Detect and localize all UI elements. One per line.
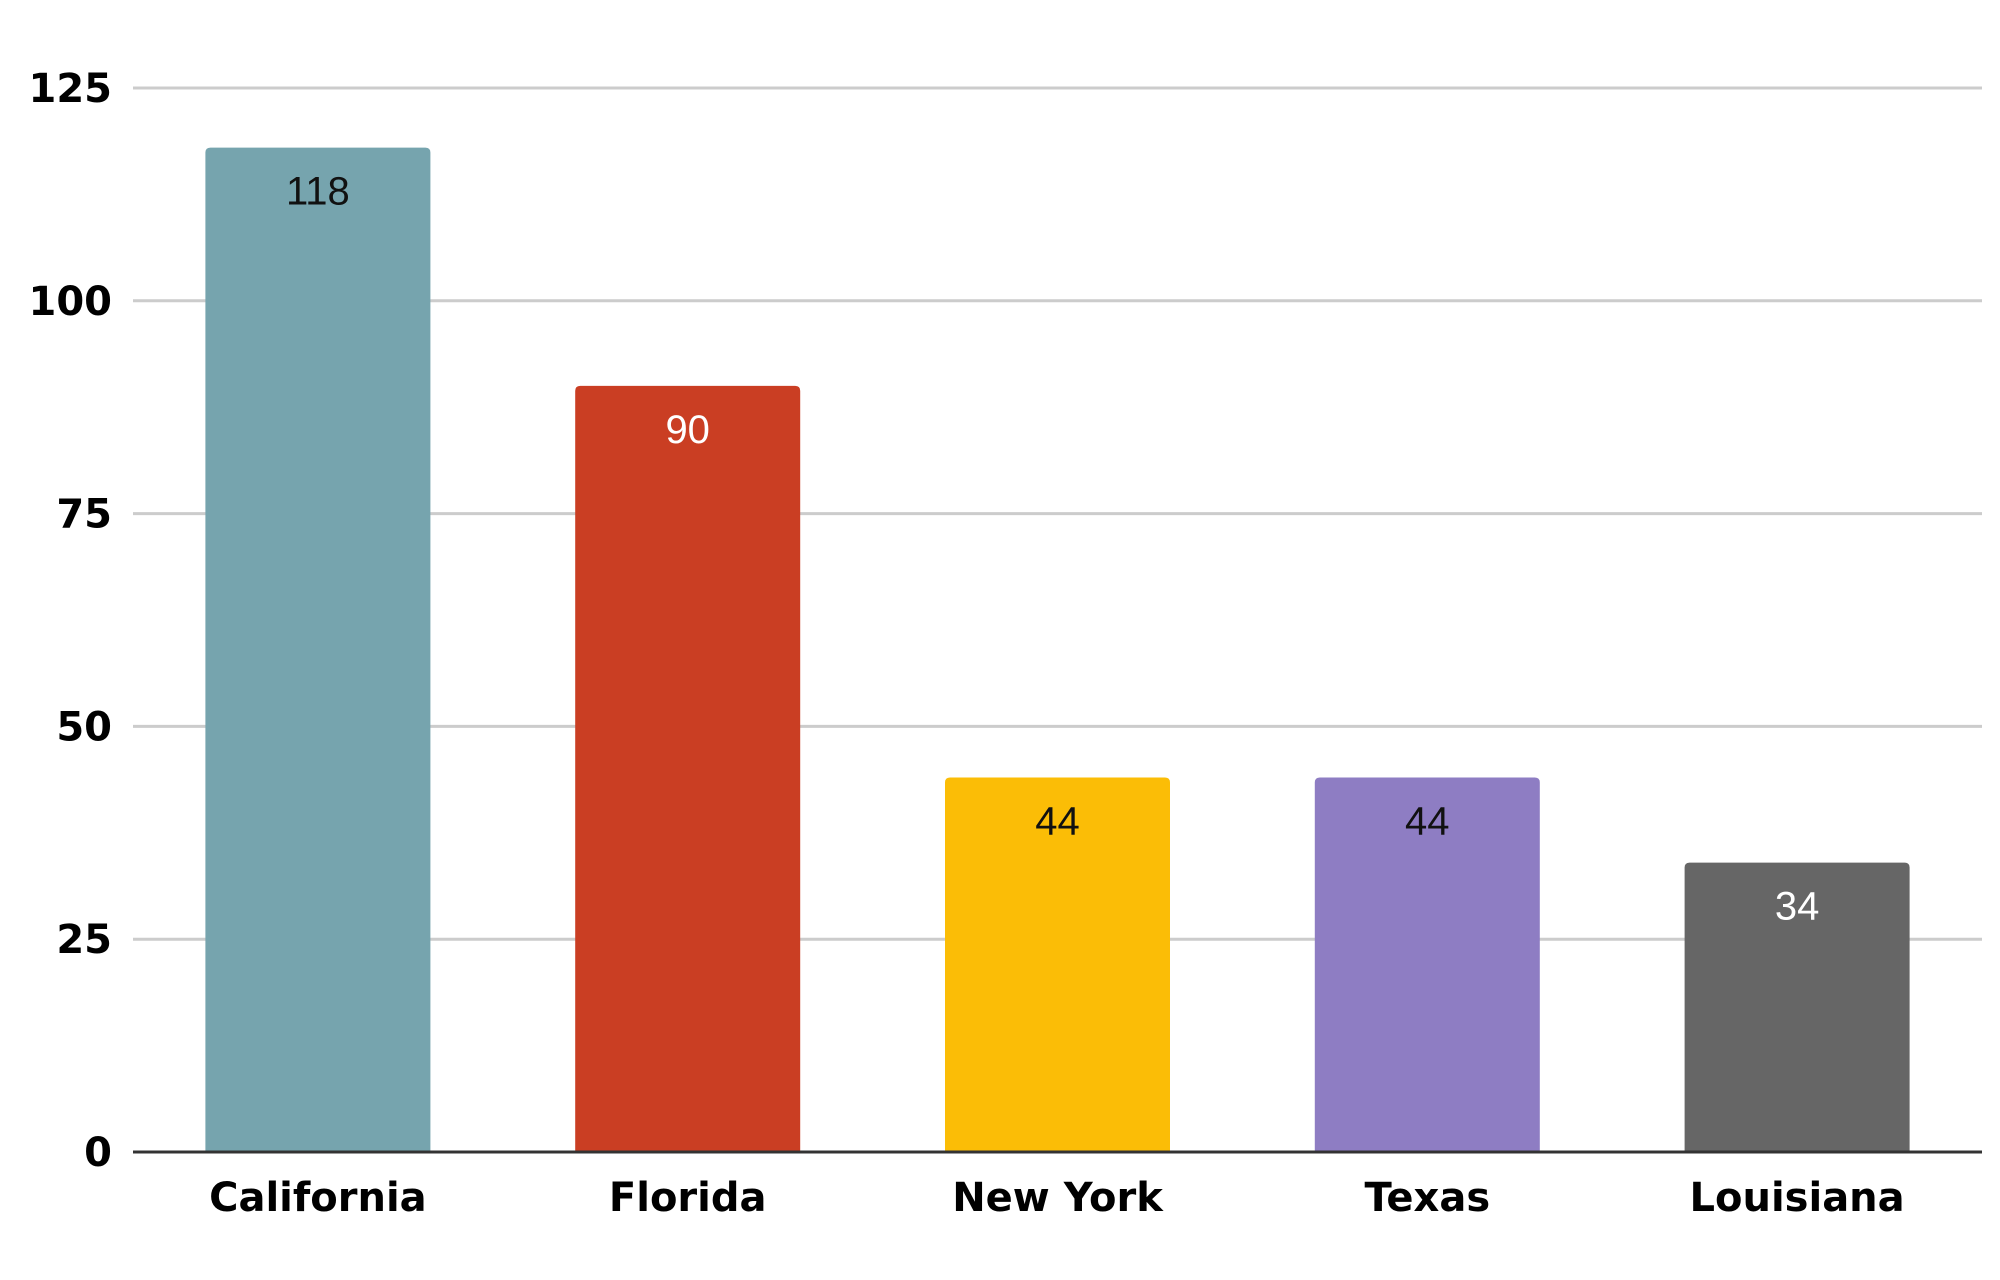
data-labels: 118 90 44 44 34: [286, 170, 1819, 929]
bar: [205, 147, 431, 1153]
x-tick-label: Florida: [609, 1175, 767, 1221]
x-tick-label: Texas: [1364, 1175, 1490, 1221]
y-tick-label: 50: [56, 704, 112, 750]
data-label: 118: [286, 170, 350, 214]
data-label: 90: [665, 408, 710, 452]
y-tick-label: 125: [29, 66, 113, 112]
y-tick-label: 100: [29, 279, 113, 325]
bars: [205, 147, 1910, 1153]
y-tick-label: 75: [56, 492, 112, 538]
bar: [1314, 777, 1540, 1152]
x-axis-ticks: California Florida New York Texas Louisiana: [209, 1175, 1905, 1221]
data-label: 44: [1035, 799, 1080, 843]
data-label: 34: [1775, 885, 1820, 929]
y-tick-label: 0: [84, 1130, 112, 1176]
x-tick-label: Louisiana: [1690, 1175, 1905, 1221]
gridlines: [133, 86, 1982, 941]
x-tick-label: California: [209, 1175, 427, 1221]
y-axis-ticks: 0 25 50 75 100 125: [29, 66, 113, 1176]
bar: [945, 777, 1170, 1152]
data-label: 44: [1405, 799, 1450, 843]
x-tick-label: New York: [952, 1175, 1164, 1221]
bar: [1684, 862, 1910, 1152]
y-tick-label: 25: [56, 917, 112, 963]
bar: [575, 385, 801, 1152]
